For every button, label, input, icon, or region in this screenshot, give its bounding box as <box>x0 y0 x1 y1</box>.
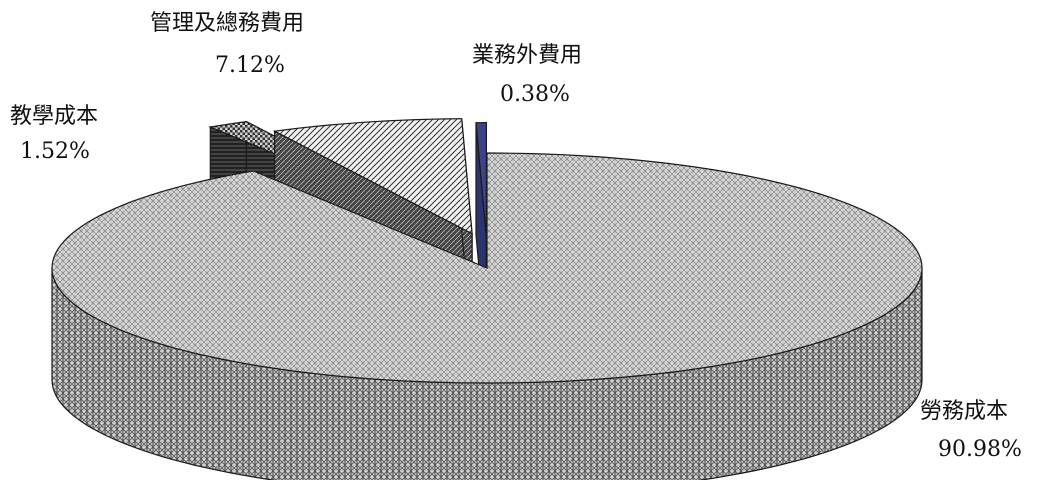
label-nonoperating-cost: 業務外費用 0.38% <box>472 43 582 107</box>
label-nonoperating-cost-value: 0.38% <box>500 82 570 107</box>
label-labor-cost: 勞務成本 90.98% <box>920 399 1022 462</box>
label-admin-cost: 管理及總務費用 7.12% <box>150 11 304 78</box>
label-admin-cost-value: 7.12% <box>215 53 285 78</box>
slice-top-admin-cost <box>272 118 473 235</box>
slice-labor-cost <box>51 152 923 480</box>
label-nonoperating-cost-name: 業務外費用 <box>472 43 582 68</box>
label-labor-cost-value: 90.98% <box>938 437 1022 462</box>
pie-slices <box>51 118 923 480</box>
slice-top-nonoperating-cost <box>475 122 488 238</box>
label-teaching-cost-value: 1.52% <box>20 139 90 164</box>
label-admin-cost-name: 管理及總務費用 <box>150 11 304 36</box>
label-labor-cost-name: 勞務成本 <box>920 399 1008 424</box>
label-teaching-cost-name: 教學成本 <box>10 104 98 129</box>
slice-top-labor-cost <box>51 152 923 384</box>
label-teaching-cost: 教學成本 1.52% <box>10 104 98 164</box>
